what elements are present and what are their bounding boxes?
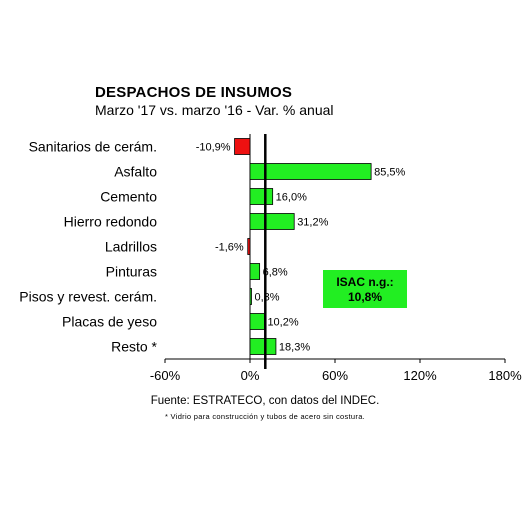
x-tick-label: -60% — [150, 368, 181, 383]
data-label: 31,2% — [297, 217, 328, 229]
data-label: -1,6% — [215, 242, 244, 254]
chart-title: DESPACHOS DE INSUMOS — [95, 84, 293, 101]
annotation-box — [323, 270, 407, 308]
x-tick-label: 120% — [403, 368, 437, 383]
annotation-line1: ISAC n.g.: — [336, 275, 393, 289]
bar — [249, 263, 261, 280]
data-label: 10,2% — [267, 317, 298, 329]
category-label: Pisos y revest. cerám. — [19, 289, 157, 305]
bar — [249, 213, 295, 230]
bar — [249, 338, 277, 355]
data-label: 6,8% — [263, 267, 288, 279]
bar — [249, 188, 274, 205]
category-label: Sanitarios de cerám. — [29, 139, 157, 155]
source-note: Fuente: ESTRATECO, con datos del INDEC. — [150, 395, 380, 407]
x-tick-label: 0% — [241, 368, 260, 383]
category-label: Pinturas — [106, 264, 157, 280]
x-tick-label: 60% — [322, 368, 348, 383]
chart-subtitle: Marzo '17 vs. marzo '16 - Var. % anual — [95, 102, 334, 118]
category-label: Placas de yeso — [62, 314, 157, 330]
footnote: * Vidrio para construcción y tubos de ac… — [164, 412, 366, 421]
data-label: 85,5% — [374, 167, 405, 179]
bar — [249, 313, 265, 330]
bar — [249, 288, 252, 305]
data-label: 16,0% — [276, 192, 307, 204]
category-label: Hierro redondo — [64, 214, 158, 230]
bar — [247, 238, 251, 255]
data-label: 18,3% — [279, 342, 310, 354]
bar — [234, 138, 251, 155]
data-label: -10,9% — [196, 142, 231, 154]
bar — [249, 163, 372, 180]
annotation-line2: 10,8% — [348, 290, 382, 304]
x-tick-label: 180% — [488, 368, 522, 383]
category-label: Asfalto — [114, 164, 157, 180]
category-label: Ladrillos — [105, 239, 157, 255]
data-label: 0,3% — [255, 292, 280, 304]
category-label: Resto * — [111, 339, 157, 355]
category-label: Cemento — [100, 189, 157, 205]
